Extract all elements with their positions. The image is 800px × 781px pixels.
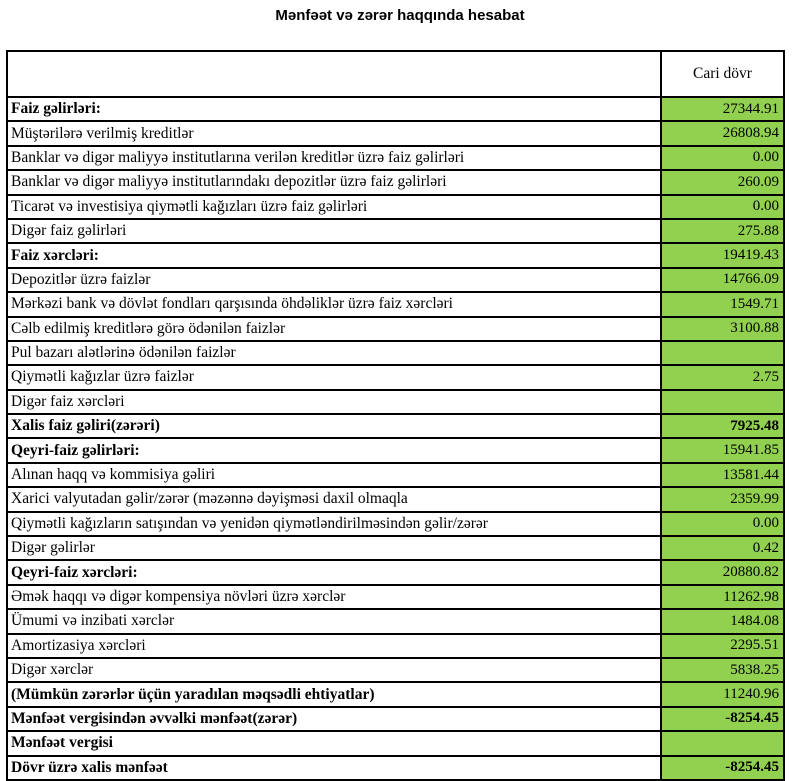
table-row: Ticarət və investisiya qiymətli kağızlar… — [8, 193, 783, 218]
row-value: 13581.44 — [660, 463, 783, 487]
row-value: 275.88 — [660, 219, 783, 243]
table-row: Banklar və digər maliyyə institutlarına … — [8, 144, 783, 170]
row-value: 0.00 — [660, 146, 783, 170]
row-value — [660, 390, 783, 414]
row-label: Ümumi və inzibati xərclər — [8, 610, 660, 633]
table-row: Xarici valyutadan gəlir/zərər (məzənnə d… — [8, 486, 783, 511]
table-row: Amortizasiya xərcləri 2295.51 — [8, 632, 783, 657]
row-label: Banklar və digər maliyyə institutlarına … — [8, 146, 660, 170]
table-row: Faiz gəlirləri: 27344.91 — [8, 96, 783, 121]
table-row: Digər faiz xərcləri — [8, 388, 783, 414]
row-value: 3100.88 — [660, 317, 783, 340]
row-value: 0.00 — [660, 512, 783, 536]
row-label: Əmək haqqı və digər kompensiya növləri ü… — [8, 585, 660, 609]
table-row: Digər xərclər 5838.25 — [8, 656, 783, 682]
row-value: 1549.71 — [660, 293, 783, 316]
row-value: 15941.85 — [660, 439, 783, 462]
row-label: Dövr üzrə xalis mənfəət — [8, 756, 660, 779]
row-label: Faiz gəlirləri: — [8, 98, 660, 121]
table-row: Qiymətli kağızlar üzrə faizlər 2.75 — [8, 364, 783, 389]
row-label: Mənfəət vergisindən əvvəlki mənfəət(zərə… — [8, 707, 660, 731]
row-value: 11240.96 — [660, 683, 783, 706]
table-row: Alınan haqq və kommisiya gəliri 13581.44 — [8, 461, 783, 487]
row-label: Xarici valyutadan gəlir/zərər (məzənnə d… — [8, 488, 660, 511]
table-row: Müştərilərə verilmiş kreditlər 26808.94 — [8, 120, 783, 145]
table-row: Mərkəzi bank və dövlət fondları qarşısın… — [8, 291, 783, 316]
table-row: Digər gəlirlər 0.42 — [8, 535, 783, 560]
row-label: Faiz xərcləri: — [8, 244, 660, 267]
row-label: Mənfəət vergisi — [8, 732, 660, 755]
table-row: Qeyri-faiz gəlirləri: 15941.85 — [8, 437, 783, 462]
row-label: Pul bazarı alətlərinə ödənilən faizlər — [8, 341, 660, 365]
header-label-cell — [8, 52, 660, 96]
row-value: 0.42 — [660, 537, 783, 560]
row-label: (Mümkün zərərlər üçün yaradılan məqsədli… — [8, 683, 660, 706]
header-value-cell: Cari dövr — [660, 52, 783, 96]
table-row: Qeyri-faiz xərcləri: 20880.82 — [8, 559, 783, 584]
row-value — [660, 341, 783, 365]
row-label: Qiymətli kağızların satışından və yenidə… — [8, 512, 660, 536]
table-header-row: Cari dövr — [8, 52, 783, 96]
row-value: 0.00 — [660, 195, 783, 218]
row-label: Xalis faiz gəliri(zərəri) — [8, 415, 660, 438]
row-value: 260.09 — [660, 171, 783, 194]
row-label: Cəlb edilmiş kreditlərə görə ödənilən fa… — [8, 317, 660, 340]
row-label: Müştərilərə verilmiş kreditlər — [8, 122, 660, 145]
row-value: 2359.99 — [660, 488, 783, 511]
row-label: Amortizasiya xərcləri — [8, 634, 660, 657]
page-title: Mənfəət və zərər haqqında hesabat — [275, 7, 525, 24]
row-label: Mərkəzi bank və dövlət fondları qarşısın… — [8, 293, 660, 316]
row-label: Qiymətli kağızlar üzrə faizlər — [8, 366, 660, 389]
row-label: Alınan haqq və kommisiya gəliri — [8, 463, 660, 487]
row-value: 19419.43 — [660, 244, 783, 267]
table-row: Qiymətli kağızların satışından və yenidə… — [8, 510, 783, 536]
row-value: -8254.45 — [660, 707, 783, 731]
row-label: Depozitlər üzrə faizlər — [8, 268, 660, 292]
row-value — [660, 732, 783, 755]
table-row: Mənfəət vergisindən əvvəlki mənfəət(zərə… — [8, 705, 783, 731]
row-label: Digər faiz gəlirləri — [8, 219, 660, 243]
row-value: 5838.25 — [660, 658, 783, 682]
table-row: Banklar və digər maliyyə institutlarında… — [8, 169, 783, 194]
row-label: Banklar və digər maliyyə institutlarında… — [8, 171, 660, 194]
row-label: Qeyri-faiz xərcləri: — [8, 561, 660, 584]
row-label: Digər gəlirlər — [8, 537, 660, 560]
table-row: Digər faiz gəlirləri 275.88 — [8, 217, 783, 243]
row-value: 20880.82 — [660, 561, 783, 584]
table-row: Əmək haqqı və digər kompensiya növləri ü… — [8, 583, 783, 609]
table-row: Dövr üzrə xalis mənfəət -8254.45 — [8, 754, 783, 779]
row-value: 2.75 — [660, 366, 783, 389]
table-row: (Mümkün zərərlər üçün yaradılan məqsədli… — [8, 681, 783, 706]
table-row: Mənfəət vergisi — [8, 730, 783, 755]
row-label: Qeyri-faiz gəlirləri: — [8, 439, 660, 462]
row-value: 2295.51 — [660, 634, 783, 657]
table-row: Depozitlər üzrə faizlər 14766.09 — [8, 266, 783, 292]
row-value: 11262.98 — [660, 585, 783, 609]
row-value: 7925.48 — [660, 415, 783, 438]
profit-loss-table: Cari dövr Faiz gəlirləri: 27344.91 Müştə… — [6, 50, 785, 781]
table-row: Faiz xərcləri: 19419.43 — [8, 242, 783, 267]
table-row: Cəlb edilmiş kreditlərə görə ödənilən fa… — [8, 315, 783, 340]
row-label: Digər faiz xərcləri — [8, 390, 660, 414]
table-row: Ümumi və inzibati xərclər 1484.08 — [8, 608, 783, 633]
row-value: 27344.91 — [660, 98, 783, 121]
table-row: Pul bazarı alətlərinə ödənilən faizlər — [8, 339, 783, 365]
row-label: Digər xərclər — [8, 658, 660, 682]
table-row: Xalis faiz gəliri(zərəri) 7925.48 — [8, 413, 783, 438]
row-value: -8254.45 — [660, 756, 783, 779]
row-value: 1484.08 — [660, 610, 783, 633]
row-value: 14766.09 — [660, 268, 783, 292]
row-label: Ticarət və investisiya qiymətli kağızlar… — [8, 195, 660, 218]
row-value: 26808.94 — [660, 122, 783, 145]
